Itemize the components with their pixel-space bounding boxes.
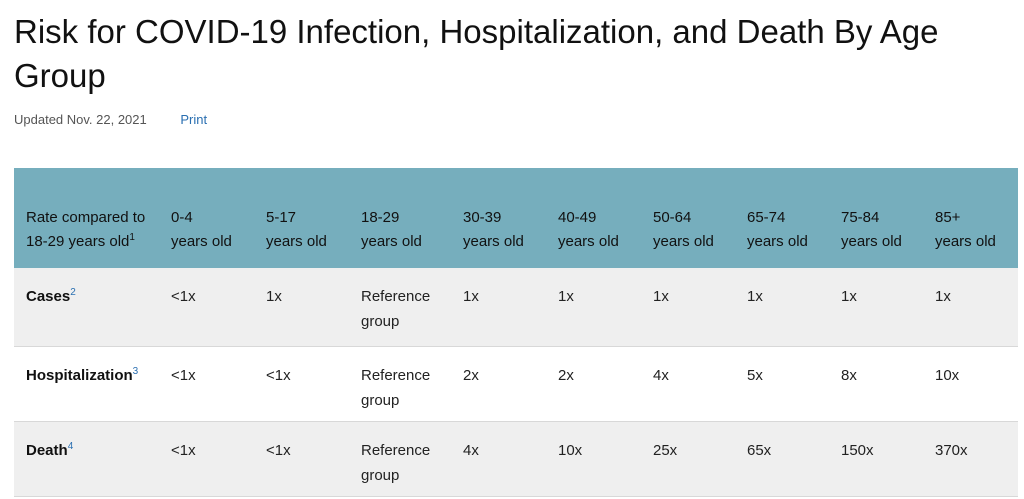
table-cell: 1x bbox=[829, 268, 923, 347]
table-cell: 8x bbox=[829, 346, 923, 422]
column-header: 18-29 years old bbox=[349, 168, 451, 268]
table-body: Cases2 <1x 1x Reference group 1x 1x 1x 1x 1x 1x Ho… bbox=[14, 268, 1018, 497]
table-cell: <1x bbox=[159, 421, 254, 497]
column-header: 85+ years old bbox=[923, 168, 1018, 268]
table-cell: 370x bbox=[923, 421, 1018, 497]
table-cell: 2x bbox=[451, 346, 546, 422]
header-corner: Rate compared to 18-29 years old1 bbox=[14, 168, 159, 268]
footnote-marker[interactable]: 4 bbox=[67, 441, 74, 452]
column-header: 40-49 years old bbox=[546, 168, 641, 268]
updated-date: Updated Nov. 22, 2021 bbox=[14, 112, 147, 127]
row-label-cell: Hospitalization3 bbox=[14, 346, 159, 422]
header-row: Rate compared to 18-29 years old1 0-4 yea… bbox=[14, 168, 1018, 268]
table-row: Hospitalization3 <1x <1x Reference group 2x 2… bbox=[14, 346, 1018, 422]
table-cell: 4x bbox=[451, 421, 546, 497]
table-cell: <1x bbox=[159, 268, 254, 347]
table-cell: 65x bbox=[735, 421, 829, 497]
table-cell: 5x bbox=[735, 346, 829, 422]
page-title: Risk for COVID-19 Infection, Hospitaliza… bbox=[14, 13, 939, 94]
table-cell: Reference group bbox=[349, 346, 451, 422]
row-label: Death bbox=[26, 442, 68, 459]
table-cell: 1x bbox=[546, 268, 641, 347]
risk-table: Rate compared to 18-29 years old1 0-4 yea… bbox=[14, 168, 1018, 497]
column-header: 65-74 years old bbox=[735, 168, 829, 268]
column-header: 75-84 years old bbox=[829, 168, 923, 268]
column-header: 5-17 years old bbox=[254, 168, 349, 268]
table-cell: <1x bbox=[254, 346, 349, 422]
table-cell: 150x bbox=[829, 421, 923, 497]
table-cell: Reference group bbox=[349, 268, 451, 347]
page-meta: Updated Nov. 22, 2021 Print bbox=[14, 112, 207, 127]
print-link[interactable]: Print bbox=[180, 112, 208, 127]
table-row: Death4 <1x <1x Reference group 4x 10x 25x 65x 15… bbox=[14, 421, 1018, 497]
row-label-cell: Death4 bbox=[14, 421, 159, 497]
table-cell: 1x bbox=[735, 268, 829, 347]
table-cell: Reference group bbox=[349, 421, 451, 497]
table-cell: 10x bbox=[546, 421, 641, 497]
table-cell: <1x bbox=[159, 346, 254, 422]
footnote-marker[interactable]: 1 bbox=[129, 232, 135, 243]
footnote-marker[interactable]: 2 bbox=[70, 287, 76, 298]
table-cell: 1x bbox=[254, 268, 349, 347]
column-header: 50-64 years old bbox=[641, 168, 735, 268]
row-label: Cases bbox=[26, 288, 71, 305]
table-cell: 25x bbox=[641, 421, 735, 497]
table-cell: 1x bbox=[641, 268, 735, 347]
table-cell: <1x bbox=[254, 421, 349, 497]
column-header: 30-39 years old bbox=[451, 168, 546, 268]
table-cell: 1x bbox=[923, 268, 1018, 347]
table-cell: 10x bbox=[923, 346, 1018, 422]
table-row: Cases2 <1x 1x Reference group 1x 1x 1x 1x 1x 1x bbox=[14, 268, 1018, 347]
footnote-marker[interactable]: 3 bbox=[132, 366, 139, 377]
table-cell: 1x bbox=[451, 268, 546, 347]
table-cell: 4x bbox=[641, 346, 735, 422]
corner-label: Rate compared to 18-29 years old bbox=[26, 209, 146, 250]
column-header: 0-4 years old bbox=[159, 168, 254, 268]
row-label: Hospitalization bbox=[26, 367, 133, 384]
row-label-cell: Cases2 bbox=[14, 268, 159, 347]
table-cell: 2x bbox=[546, 346, 641, 422]
